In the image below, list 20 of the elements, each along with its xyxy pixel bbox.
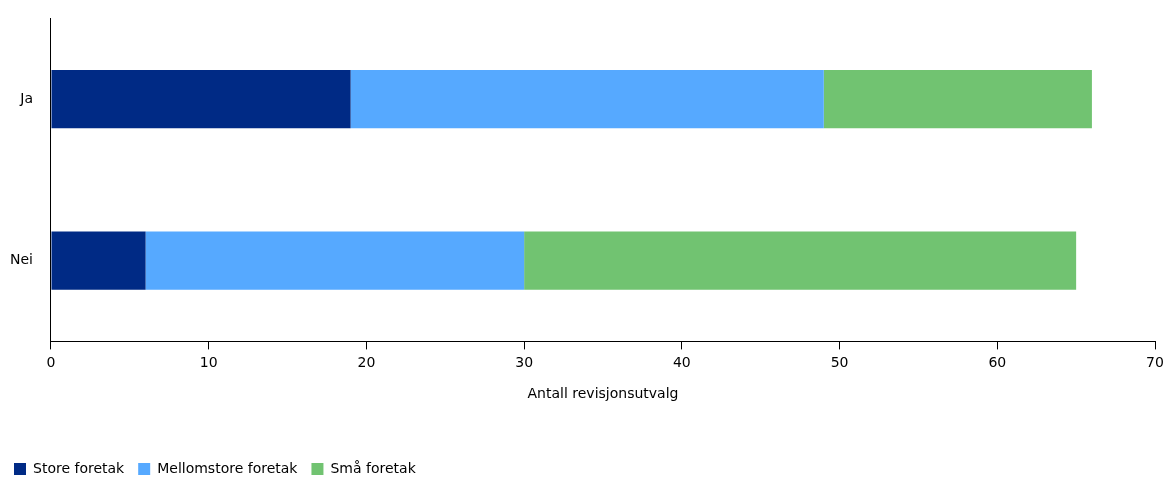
legend-label: Store foretak xyxy=(33,459,126,476)
y-tick-label: Nei xyxy=(9,251,33,268)
x-tick-label: 10 xyxy=(199,354,218,371)
y-tick-label: Ja xyxy=(19,89,33,106)
bar xyxy=(350,70,824,129)
bar xyxy=(51,70,351,129)
x-tick-label: 20 xyxy=(357,354,376,371)
x-tick-label: 0 xyxy=(46,354,56,371)
bar xyxy=(524,231,1077,290)
x-tick-label: 50 xyxy=(830,354,849,371)
x-tick-label: 30 xyxy=(515,354,534,371)
x-tick-label: 60 xyxy=(988,354,1007,371)
legend-label: Små foretak xyxy=(330,459,417,476)
x-axis-title: Antall revisjonsutvalg xyxy=(527,385,679,402)
bar xyxy=(823,70,1092,129)
x-tick-label: 70 xyxy=(1146,354,1164,371)
legend-label: Mellomstore foretak xyxy=(157,459,299,476)
bar xyxy=(145,231,525,290)
bar xyxy=(51,231,146,290)
x-tick-label: 40 xyxy=(672,354,691,371)
